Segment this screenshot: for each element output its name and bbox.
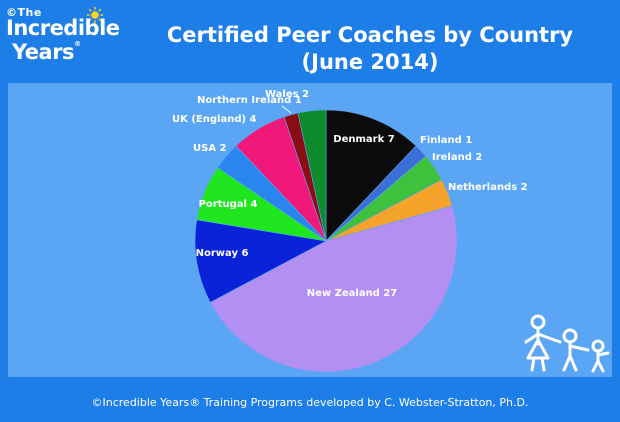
slice-label-new-zealand: New Zealand 27 xyxy=(307,288,398,299)
slice-label-northern-ireland: Northern Ireland 1 xyxy=(197,95,302,106)
pie-slice-norway xyxy=(194,219,327,303)
logo-word-incredible: Incredible xyxy=(6,16,120,40)
footer-credit: ©Incredible Years® Training Programs dev… xyxy=(91,396,529,409)
slice-label-netherlands: Netherlands 2 xyxy=(448,182,528,193)
slice-label-norway: Norway 6 xyxy=(196,248,249,259)
chart-title-line1: Certified Peer Coaches by Country xyxy=(166,23,574,47)
slice-label-denmark: Denmark 7 xyxy=(333,134,394,145)
slice-label-uk-england: UK (England) 4 xyxy=(172,114,257,125)
chart-title: Certified Peer Coaches by Country (June … xyxy=(135,22,605,76)
slice-label-ireland: Ireland 2 xyxy=(432,152,482,163)
pie-slice-new-zealand xyxy=(209,205,458,373)
logo-years-text: Years xyxy=(12,40,75,64)
pie-slice-denmark xyxy=(325,109,417,242)
chart-title-line2: (June 2014) xyxy=(301,50,439,74)
slice-label-finland: Finland 1 xyxy=(420,135,472,146)
stick-figure-family-icon xyxy=(524,314,610,373)
slice-label-portugal: Portugal 4 xyxy=(199,199,258,210)
leader-line-northern-ireland xyxy=(281,105,292,114)
slice-label-wales: Wales 2 xyxy=(265,89,309,100)
logo-word-years: Years® xyxy=(12,40,81,64)
logo-the: ©The xyxy=(6,6,42,19)
sun-icon xyxy=(86,6,104,24)
logo-registered-mark: ® xyxy=(74,40,81,48)
slice-label-usa: USA 2 xyxy=(193,143,227,154)
pie-slice-wales xyxy=(297,109,327,242)
incredible-years-logo: ©The Incredible Years® xyxy=(6,6,146,68)
